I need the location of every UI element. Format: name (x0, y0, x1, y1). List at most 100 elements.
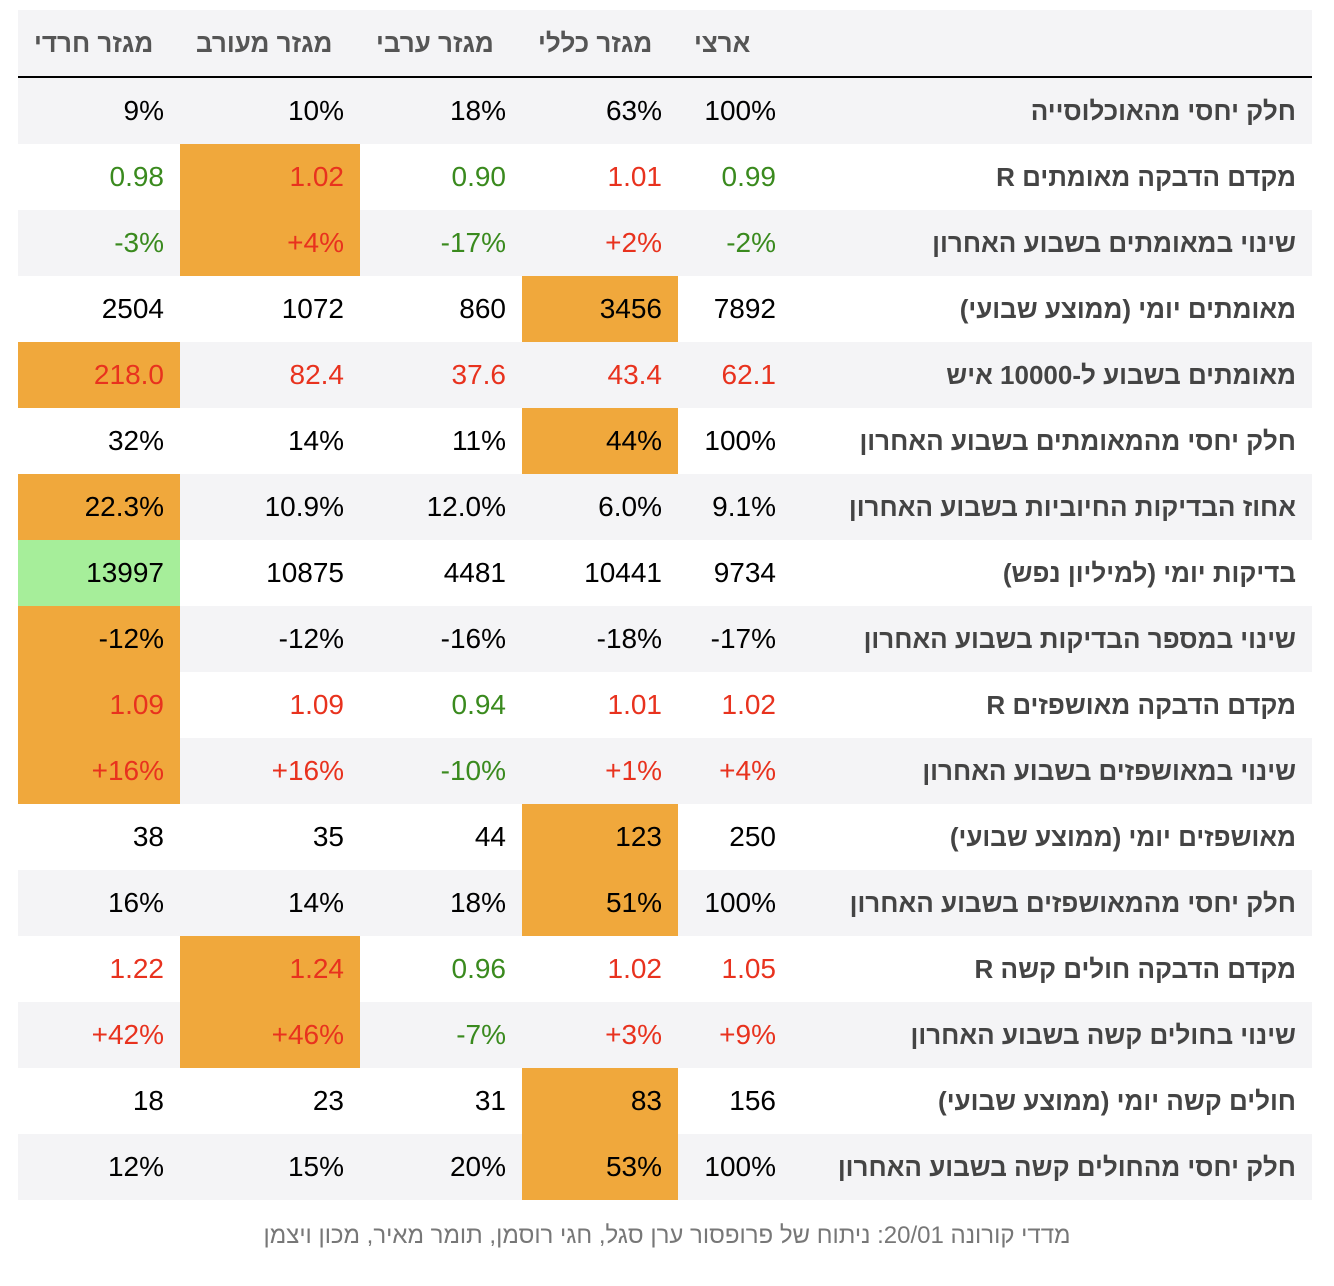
row-label: חולים קשה יומי (ממוצע שבועי) (792, 1068, 1312, 1134)
table-row: מקדם הדבקה חולים קשה R 1.05 1.02 0.96 1.24 1.… (18, 936, 1312, 1002)
row-label: חלק יחסי מהמאומתים בשבוע האחרון (792, 408, 1312, 474)
cell-general: 123 (522, 804, 678, 870)
cell-mixed: 15% (180, 1134, 360, 1200)
cell-haredi: 22.3% (18, 474, 180, 540)
header-arab: מגזר ערבי (360, 10, 522, 78)
caption: מדדי קורונה 20/01: ניתוח של פרופסור ערן … (263, 1222, 1071, 1249)
cell-mixed: +16% (180, 738, 360, 804)
cell-general: 43.4 (522, 342, 678, 408)
header-mixed: מגזר מעורב (180, 10, 360, 78)
table-row: מאושפזים יומי (ממוצע שבועי) 250 123 44 35 38 (18, 804, 1312, 870)
cell-haredi: 1.09 (18, 672, 180, 738)
row-label: מקדם הדבקה מאומתים R (792, 144, 1312, 210)
row-label: מאומתים יומי (ממוצע שבועי) (792, 276, 1312, 342)
cell-arab: 18% (360, 77, 522, 144)
cell-national: -17% (678, 606, 792, 672)
cell-arab: 0.90 (360, 144, 522, 210)
table-row: מאומתים בשבוע ל-10000 איש 62.1 43.4 37.6 82.… (18, 342, 1312, 408)
cell-national: 9.1% (678, 474, 792, 540)
cell-national: 250 (678, 804, 792, 870)
table-row: שינוי בחולים קשה בשבוע האחרון +9% +3% -7% +4… (18, 1002, 1312, 1068)
row-label: שינוי בחולים קשה בשבוע האחרון (792, 1002, 1312, 1068)
cell-haredi: +16% (18, 738, 180, 804)
row-label: מקדם הדבקה מאושפזים R (792, 672, 1312, 738)
row-label: מקדם הדבקה חולים קשה R (792, 936, 1312, 1002)
cell-general: +1% (522, 738, 678, 804)
cell-general: 44% (522, 408, 678, 474)
cell-haredi: +42% (18, 1002, 180, 1068)
cell-haredi: 32% (18, 408, 180, 474)
table-row: שינוי במספר הבדיקות בשבוע האחרון -17% -18%… (18, 606, 1312, 672)
header-national: ארצי (678, 10, 792, 78)
table-row: מאומתים יומי (ממוצע שבועי) 7892 3456 860 107… (18, 276, 1312, 342)
table-row: מקדם הדבקה מאומתים R 0.99 1.01 0.90 1.02 0.98 (18, 144, 1312, 210)
cell-haredi: 12% (18, 1134, 180, 1200)
cell-haredi: 218.0 (18, 342, 180, 408)
row-label: חלק יחסי מהחולים קשה בשבוע האחרון (792, 1134, 1312, 1200)
cell-general: 51% (522, 870, 678, 936)
cell-general: 6.0% (522, 474, 678, 540)
cell-mixed: 82.4 (180, 342, 360, 408)
cell-arab: 860 (360, 276, 522, 342)
row-label: שינוי במספר הבדיקות בשבוע האחרון (792, 606, 1312, 672)
cell-arab: 12.0% (360, 474, 522, 540)
cell-general: 1.01 (522, 672, 678, 738)
header-row: ארצי מגזר כללי מגזר ערבי מגזר מעורב מגזר… (18, 10, 1312, 78)
cell-mixed: 10.9% (180, 474, 360, 540)
cell-haredi: 2504 (18, 276, 180, 342)
table-row: בדיקות יומי (למיליון נפש) 9734 10441 4481 10… (18, 540, 1312, 606)
cell-general: 1.02 (522, 936, 678, 1002)
cell-general: -18% (522, 606, 678, 672)
table-row: מקדם הדבקה מאושפזים R 1.02 1.01 0.94 1.09 1.0… (18, 672, 1312, 738)
cell-mixed: 35 (180, 804, 360, 870)
row-label: חלק יחסי מהמאושפזים בשבוע האחרון (792, 870, 1312, 936)
cell-arab: 31 (360, 1068, 522, 1134)
cell-general: 63% (522, 77, 678, 144)
cell-mixed: +4% (180, 210, 360, 276)
cell-arab: 44 (360, 804, 522, 870)
cell-national: 100% (678, 408, 792, 474)
row-label: בדיקות יומי (למיליון נפש) (792, 540, 1312, 606)
header-general: מגזר כללי (522, 10, 678, 78)
row-label: מאומתים בשבוע ל-10000 איש (792, 342, 1312, 408)
cell-national: +9% (678, 1002, 792, 1068)
row-label: שינוי במאושפזים בשבוע האחרון (792, 738, 1312, 804)
cell-arab: 37.6 (360, 342, 522, 408)
cell-arab: -7% (360, 1002, 522, 1068)
table-row: חלק יחסי מהחולים קשה בשבוע האחרון 100% 53%… (18, 1134, 1312, 1200)
cell-arab: -16% (360, 606, 522, 672)
cell-national: 62.1 (678, 342, 792, 408)
cell-arab: -17% (360, 210, 522, 276)
table-row: שינוי במאושפזים בשבוע האחרון +4% +1% -10% +1… (18, 738, 1312, 804)
cell-mixed: 1.24 (180, 936, 360, 1002)
cell-mixed: -12% (180, 606, 360, 672)
cell-general: 1.01 (522, 144, 678, 210)
row-label: מאושפזים יומי (ממוצע שבועי) (792, 804, 1312, 870)
table-row: שינוי במאומתים בשבוע האחרון -2% +2% -17% +4%… (18, 210, 1312, 276)
table-row: חלק יחסי מהאוכלוסייה 100% 63% 18% 10% 9% (18, 77, 1312, 144)
cell-national: 100% (678, 1134, 792, 1200)
table-body: חלק יחסי מהאוכלוסייה 100% 63% 18% 10% 9% מקדם … (18, 77, 1312, 1200)
cell-general: +3% (522, 1002, 678, 1068)
cell-general: 83 (522, 1068, 678, 1134)
cell-arab: 0.96 (360, 936, 522, 1002)
cell-mixed: 23 (180, 1068, 360, 1134)
cell-national: 0.99 (678, 144, 792, 210)
corona-metrics-table: ארצי מגזר כללי מגזר ערבי מגזר מעורב מגזר… (18, 10, 1312, 1200)
cell-national: +4% (678, 738, 792, 804)
cell-mixed: 1.09 (180, 672, 360, 738)
cell-general: 3456 (522, 276, 678, 342)
cell-general: 53% (522, 1134, 678, 1200)
cell-national: 1.02 (678, 672, 792, 738)
cell-national: 100% (678, 870, 792, 936)
cell-national: 9734 (678, 540, 792, 606)
cell-mixed: 1.02 (180, 144, 360, 210)
cell-mixed: 10875 (180, 540, 360, 606)
cell-mixed: +46% (180, 1002, 360, 1068)
cell-haredi: 38 (18, 804, 180, 870)
cell-general: 10441 (522, 540, 678, 606)
cell-national: 100% (678, 77, 792, 144)
cell-national: -2% (678, 210, 792, 276)
table-row: חלק יחסי מהמאומתים בשבוע האחרון 100% 44% 11… (18, 408, 1312, 474)
cell-arab: 20% (360, 1134, 522, 1200)
